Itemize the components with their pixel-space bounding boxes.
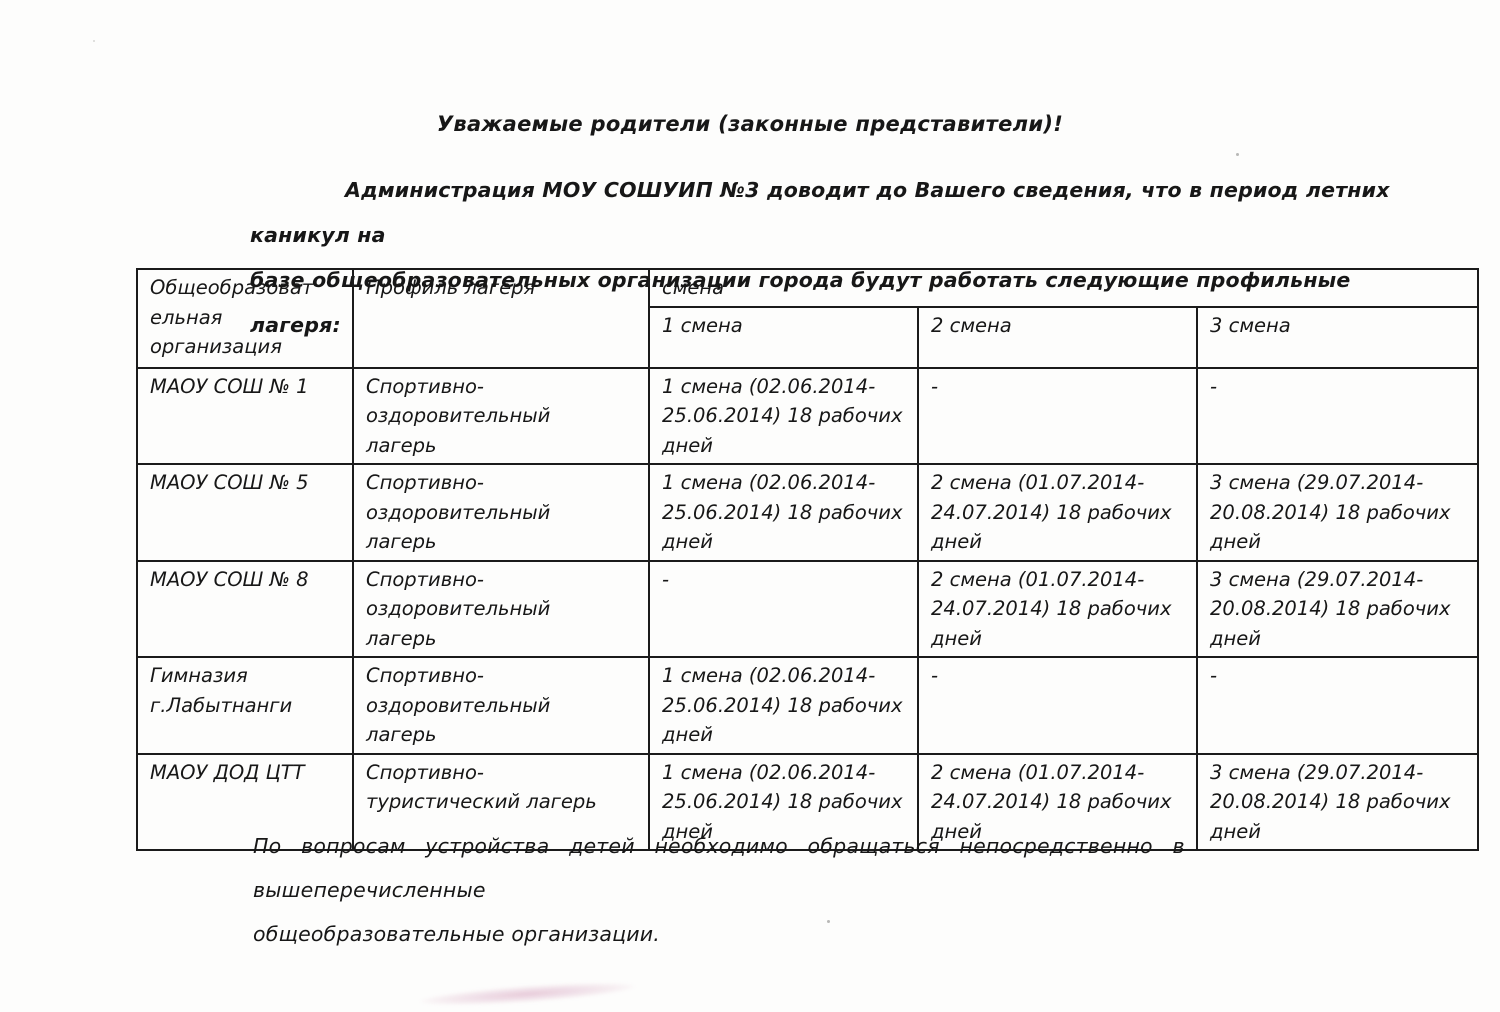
org-cell: МАОУ СОШ № 5 (136, 463, 354, 562)
org-cell: МАОУ ДОД ЦТТ (136, 752, 354, 851)
header-profile-column: Профиль лагеря (352, 268, 650, 369)
scan-pink-smudge (419, 978, 636, 1010)
org-cell: МАОУ СОШ № 1 (136, 366, 354, 465)
camps-schedule-table: Общеобразоват ельная организация Профиль… (136, 268, 1479, 851)
shift1-cell: 1 смена (02.06.2014- 25.06.2014) 18 рабо… (648, 366, 919, 465)
profile-cell: Спортивно- оздоровительный лагерь (352, 463, 650, 562)
footer-paragraph: По вопросам устройства детей необходимо … (253, 824, 1411, 956)
header-shift3-column: 3 смена (1196, 305, 1479, 369)
scan-speck (1236, 153, 1239, 156)
header-shift-group: смена (648, 268, 1479, 308)
shift3-cell: - (1196, 366, 1479, 465)
table-header-row-top: Общеобразоват ельная организация Профиль… (136, 268, 1479, 369)
footer-line-2: общеобразовательные организации. (253, 922, 661, 946)
shift2-cell: 2 смена (01.07.2014- 24.07.2014) 18 рабо… (917, 463, 1198, 562)
header-shift1-column: 1 смена (648, 305, 919, 369)
shift2-cell: - (917, 656, 1198, 755)
header-org-column: Общеобразоват ельная организация (136, 268, 354, 369)
profile-cell: Спортивно- оздоровительный лагерь (352, 656, 650, 755)
scan-speck (827, 920, 830, 923)
shift1-cell: 1 смена (02.06.2014- 25.06.2014) 18 рабо… (648, 656, 919, 755)
shift1-cell: 1 смена (02.06.2014- 25.06.2014) 18 рабо… (648, 463, 919, 562)
header-shift2-column: 2 смена (917, 305, 1198, 369)
shift3-cell: 3 смена (29.07.2014- 20.08.2014) 18 рабо… (1196, 752, 1479, 851)
shift1-cell: - (648, 559, 919, 658)
shift2-cell: 2 смена (01.07.2014- 24.07.2014) 18 рабо… (917, 752, 1198, 851)
org-cell: Гимназия г.Лабытнанги (136, 656, 354, 755)
scan-speck (93, 40, 95, 42)
profile-cell: Спортивно- оздоровительный лагерь (352, 559, 650, 658)
shift1-cell: 1 смена (02.06.2014- 25.06.2014) 18 рабо… (648, 752, 919, 851)
table-row: МАОУ СОШ № 8 Спортивно- оздоровительный … (136, 559, 1479, 658)
profile-cell: Спортивно- туристический лагерь (352, 752, 650, 851)
shift3-cell: - (1196, 656, 1479, 755)
intro-line-1: Администрация МОУ СОШУИП №3 доводит до В… (250, 178, 1390, 247)
notice-title: Уважаемые родители (законные представите… (436, 112, 1064, 136)
table-header-row-sub: 1 смена 2 смена 3 смена (137, 305, 1479, 369)
footer-line-1: По вопросам устройства детей необходимо … (253, 834, 1185, 902)
shift2-cell: - (917, 366, 1198, 465)
profile-cell: Спортивно- оздоровительный лагерь (352, 366, 650, 465)
table-row: МАОУ ДОД ЦТТ Спортивно- туристический ла… (136, 752, 1479, 851)
org-cell: МАОУ СОШ № 8 (136, 559, 354, 658)
shift3-cell: 3 смена (29.07.2014- 20.08.2014) 18 рабо… (1196, 463, 1479, 562)
shift2-cell: 2 смена (01.07.2014- 24.07.2014) 18 рабо… (917, 559, 1198, 658)
table-row: Гимназия г.Лабытнанги Спортивно- оздоров… (136, 656, 1479, 755)
table-row: МАОУ СОШ № 1 Спортивно- оздоровительный … (136, 366, 1479, 465)
table-row: МАОУ СОШ № 5 Спортивно- оздоровительный … (136, 463, 1479, 562)
shift3-cell: 3 смена (29.07.2014- 20.08.2014) 18 рабо… (1196, 559, 1479, 658)
